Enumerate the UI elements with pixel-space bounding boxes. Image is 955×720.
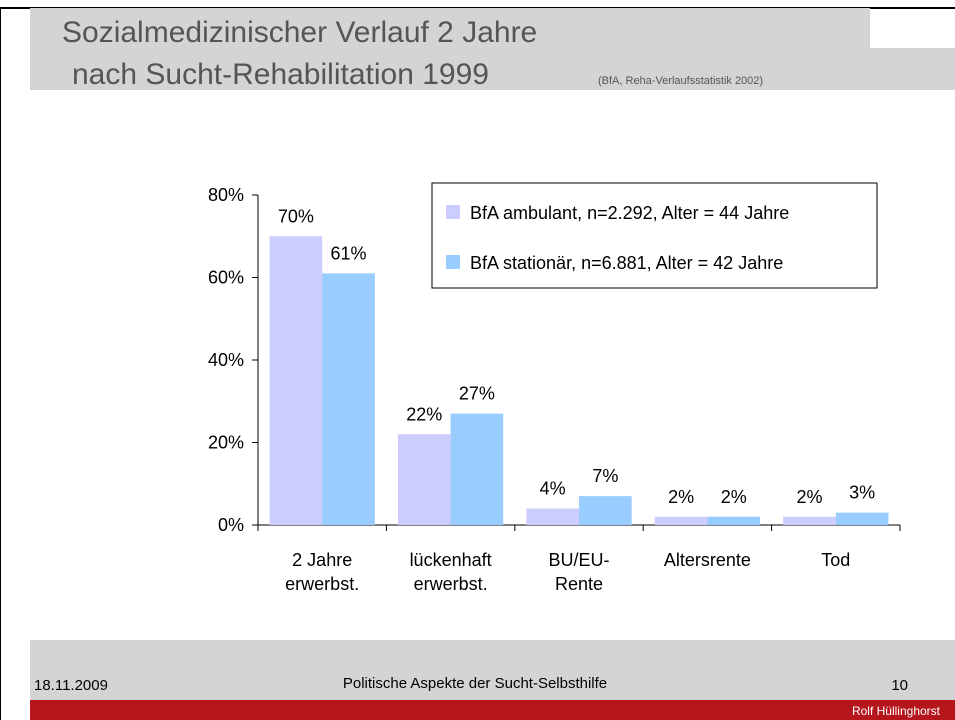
x-tick-label: 2 Jahre <box>292 550 352 570</box>
footer-text: Politische Aspekte der Sucht-Selbsthilfe <box>343 675 607 692</box>
x-tick-label: BU/EU- <box>548 550 609 570</box>
value-label: 2% <box>721 487 747 507</box>
footer-date: 18.11.2009 <box>34 677 108 694</box>
bar <box>707 516 761 525</box>
y-tick-label: 60% <box>208 268 244 288</box>
y-tick-label: 80% <box>208 185 244 205</box>
footer-band <box>30 640 955 700</box>
title-band <box>30 48 955 90</box>
y-tick-label: 0% <box>218 515 244 535</box>
bar <box>322 273 375 525</box>
title-line: nach Sucht-Rehabilitation 1999 <box>72 58 489 91</box>
x-tick-label: Altersrente <box>664 550 751 570</box>
x-tick-label: erwerbst. <box>414 574 488 594</box>
chart: 0% 20% 40% 60% 80% 2 Jahre erwerbst. 70% 61% lück… <box>208 182 901 594</box>
title-band <box>30 8 870 48</box>
value-label: 4% <box>540 479 566 499</box>
legend-swatch <box>446 205 460 219</box>
bar <box>654 516 708 525</box>
x-tick-label: lückenhaft <box>410 550 492 570</box>
bar <box>269 236 323 525</box>
value-label: 61% <box>331 243 367 263</box>
legend-label: BfA stationär, n=6.881, Alter = 42 Jahre <box>470 253 783 273</box>
x-tick-label: Tod <box>821 550 850 570</box>
bar <box>450 413 504 525</box>
value-label: 2% <box>796 487 822 507</box>
legend-swatch <box>446 255 460 269</box>
page-number: 10 <box>891 677 908 694</box>
x-tick-label: erwerbst. <box>285 574 359 594</box>
value-label: 27% <box>459 384 495 404</box>
bar <box>783 516 836 525</box>
value-label: 70% <box>278 206 314 226</box>
legend-label: BfA ambulant, n=2.292, Alter = 44 Jahre <box>470 203 789 223</box>
bar <box>835 512 889 525</box>
legend-box <box>431 182 878 289</box>
y-tick-label: 40% <box>208 350 244 370</box>
author: Rolf Hüllinghorst <box>852 704 941 718</box>
title-line: Sozialmedizinischer Verlauf 2 Jahre <box>62 16 537 49</box>
bar <box>579 496 632 525</box>
value-label: 2% <box>668 487 694 507</box>
bar <box>397 434 451 525</box>
bar <box>526 508 579 525</box>
value-label: 3% <box>849 483 875 503</box>
source: (BfA, Reha-Verlaufsstatistik 2002) <box>598 75 763 87</box>
footer-red-band <box>30 700 955 720</box>
x-tick-label: Rente <box>555 574 603 594</box>
value-label: 7% <box>592 466 618 486</box>
y-tick-label: 20% <box>208 433 244 453</box>
value-label: 22% <box>406 404 442 424</box>
